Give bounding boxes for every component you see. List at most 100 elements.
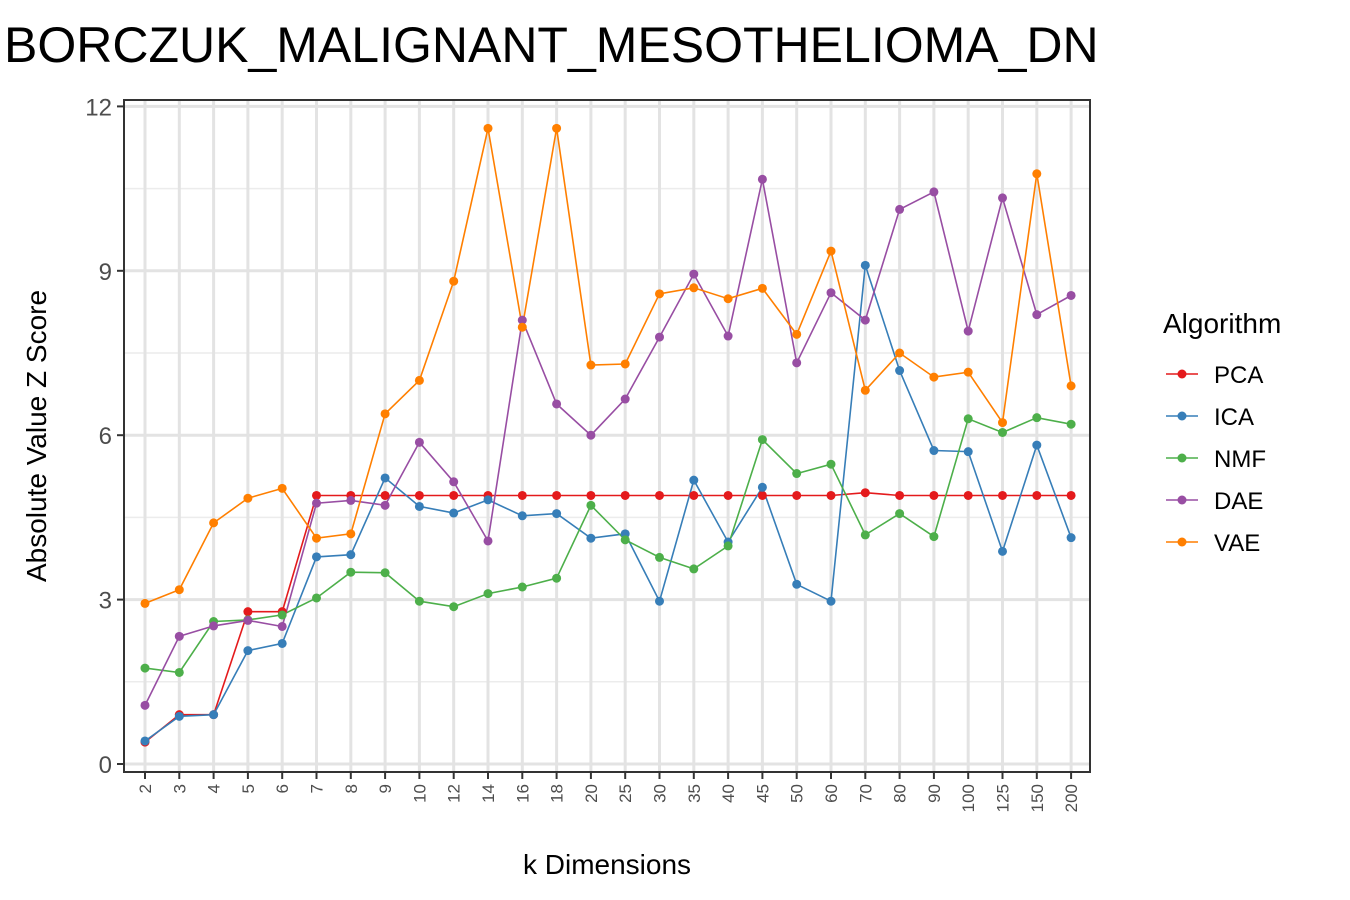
data-point-pca — [689, 490, 699, 500]
data-point-ica — [174, 711, 184, 721]
data-point-dae — [209, 621, 219, 631]
x-tick-label: 16 — [513, 784, 532, 803]
data-point-vae — [552, 123, 562, 133]
data-point-nmf — [483, 589, 493, 599]
data-point-ica — [414, 501, 424, 511]
x-tick-label: 8 — [342, 784, 361, 793]
data-point-vae — [998, 418, 1007, 428]
data-point-pca — [312, 490, 321, 500]
data-point-dae — [689, 269, 699, 279]
data-point-vae — [860, 385, 870, 395]
y-tick-label: 6 — [99, 423, 112, 450]
data-point-pca — [243, 607, 253, 617]
data-point-vae — [346, 529, 356, 539]
data-point-ica — [552, 509, 562, 519]
data-point-vae — [655, 289, 664, 299]
data-point-ica — [1032, 440, 1042, 450]
x-tick-label: 7 — [308, 784, 327, 793]
data-point-dae — [174, 631, 184, 641]
data-point-ica — [140, 736, 150, 746]
x-tick-label: 70 — [856, 784, 875, 803]
legend-label-ica: ICA — [1214, 404, 1254, 431]
data-point-vae — [1066, 381, 1076, 391]
x-tick-label: 3 — [170, 784, 189, 793]
data-point-vae — [414, 375, 424, 385]
data-point-dae — [277, 621, 287, 631]
data-point-nmf — [792, 469, 802, 479]
data-point-ica — [277, 638, 287, 648]
data-point-ica — [517, 511, 527, 521]
data-point-nmf — [1032, 413, 1042, 423]
data-point-ica — [689, 475, 699, 485]
data-point-pca — [895, 490, 905, 500]
data-point-dae — [586, 430, 596, 440]
data-point-dae — [449, 477, 459, 487]
x-tick-label: 4 — [205, 784, 224, 793]
data-point-vae — [517, 322, 527, 332]
data-point-ica — [1066, 533, 1076, 543]
data-point-pca — [757, 490, 767, 500]
data-point-dae — [963, 326, 973, 336]
data-point-dae — [929, 187, 939, 197]
data-point-pca — [414, 490, 424, 500]
data-point-vae — [174, 585, 184, 595]
y-tick-label: 9 — [99, 259, 112, 286]
data-point-vae — [586, 360, 596, 370]
x-tick-label: 12 — [445, 784, 464, 803]
x-tick-label: 40 — [719, 784, 738, 803]
data-point-ica — [449, 508, 459, 518]
data-point-pca — [998, 490, 1007, 500]
plot-series — [140, 123, 1076, 747]
data-point-ica — [826, 596, 836, 606]
data-point-vae — [689, 283, 699, 293]
x-tick-label: 2 — [136, 784, 155, 793]
data-point-nmf — [140, 663, 150, 673]
x-tick-label: 9 — [376, 784, 395, 793]
legend-key-point-dae — [1177, 495, 1187, 505]
data-point-dae — [620, 394, 630, 404]
data-point-nmf — [312, 593, 321, 603]
legend-key-point-ica — [1177, 411, 1187, 421]
data-point-vae — [380, 409, 390, 419]
y-axis-label: Absolute Value Z Score — [21, 290, 52, 582]
x-tick-label: 5 — [239, 784, 258, 793]
x-tick-label: 50 — [788, 784, 807, 803]
series-line-vae — [144, 128, 1072, 605]
data-point-vae — [1032, 169, 1042, 179]
data-point-dae — [826, 288, 836, 298]
data-point-pca — [380, 490, 390, 500]
y-tick-label: 3 — [99, 588, 112, 615]
data-point-nmf — [174, 667, 184, 677]
data-point-ica — [380, 473, 390, 483]
data-point-dae — [552, 399, 562, 409]
data-point-ica — [860, 260, 870, 270]
data-point-pca — [552, 490, 562, 500]
data-point-vae — [277, 483, 287, 493]
data-point-ica — [895, 366, 905, 376]
data-point-nmf — [346, 567, 356, 577]
data-point-ica — [998, 546, 1007, 556]
legend-label-vae: VAE — [1214, 530, 1260, 557]
x-tick-label: 6 — [273, 784, 292, 793]
data-point-dae — [346, 495, 356, 505]
chart-title: BORCZUK_MALIGNANT_MESOTHELIOMA_DN — [4, 17, 1099, 73]
data-point-dae — [998, 193, 1007, 203]
data-point-nmf — [963, 414, 973, 424]
data-point-vae — [757, 283, 767, 293]
legend-label-pca: PCA — [1214, 362, 1263, 389]
x-tick-label: 200 — [1062, 784, 1081, 812]
data-point-nmf — [929, 532, 939, 542]
data-point-pca — [517, 490, 527, 500]
data-point-ica — [757, 482, 767, 492]
y-tick-label: 12 — [85, 94, 112, 121]
x-tick-label: 30 — [651, 784, 670, 803]
data-point-vae — [723, 294, 733, 304]
data-point-dae — [414, 437, 424, 447]
data-point-ica — [312, 552, 321, 562]
data-point-ica — [792, 579, 802, 589]
legend-label-nmf: NMF — [1214, 446, 1266, 473]
data-point-pca — [929, 490, 939, 500]
data-point-dae — [1032, 310, 1042, 320]
